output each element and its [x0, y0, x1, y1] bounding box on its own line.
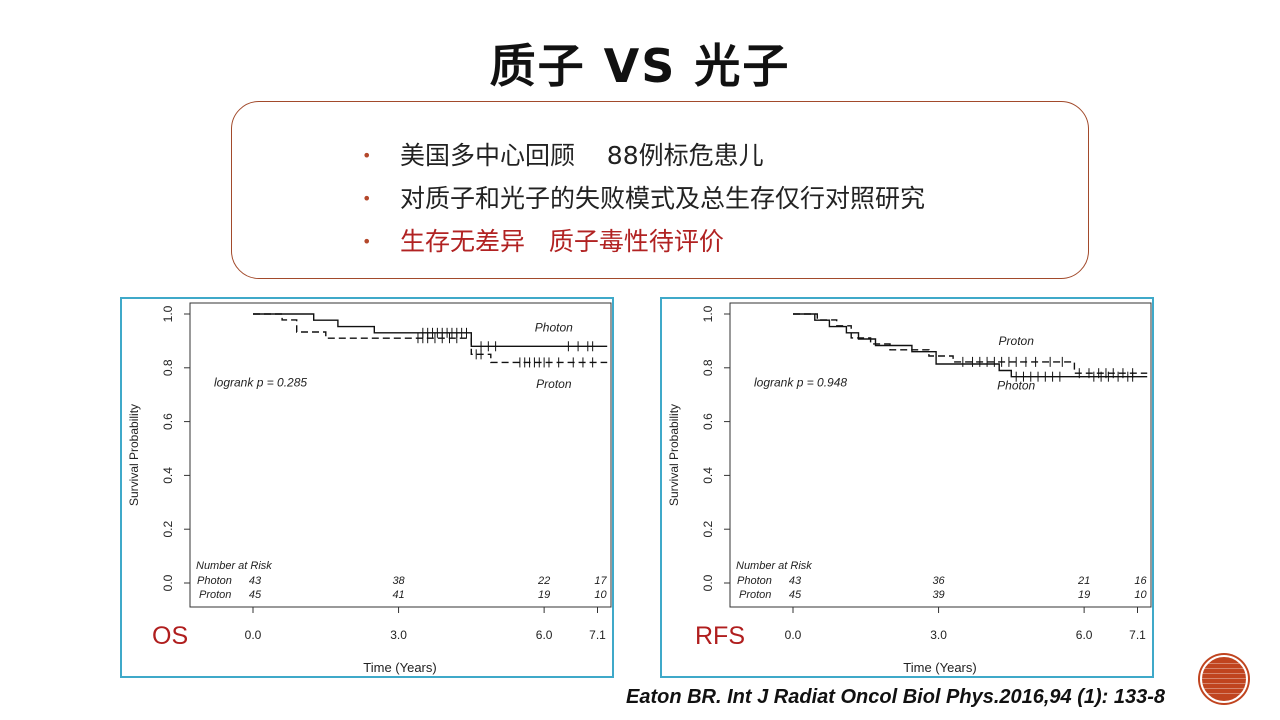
risk-table-title: Number at Risk — [736, 560, 812, 572]
rfs-km-chart: 0.0 0.2 0.4 0.6 0.8 1.0 0.0 3.0 6.0 7.1 Survival P… — [667, 302, 1152, 675]
risk-value: 22 — [537, 575, 550, 587]
risk-value: 41 — [392, 589, 404, 601]
y-tick-label: 0.2 — [701, 521, 715, 538]
series-label: Proton — [999, 334, 1035, 348]
y-tick-label: 0.8 — [161, 359, 175, 376]
bullet-dot-icon: • — [362, 146, 372, 165]
x-tick-label: 0.0 — [785, 628, 802, 642]
x-tick-label: 3.0 — [930, 628, 947, 642]
logrank-annotation: logrank p = 0.285 — [214, 376, 307, 390]
bullet-text: 对质子和光子的失败模式及总生存仅行对照研究 — [400, 184, 926, 213]
x-tick-label: 3.0 — [390, 628, 407, 642]
risk-row-label: Photon — [197, 575, 232, 587]
y-tick-label: 0.8 — [701, 359, 715, 376]
y-tick-label: 0.0 — [701, 574, 715, 591]
y-tick-label: 0.0 — [161, 574, 175, 591]
risk-value: 38 — [392, 575, 405, 587]
summary-box — [231, 101, 1089, 279]
os-km-chart: 0.0 0.2 0.4 0.6 0.8 1.0 0.0 3.0 6.0 7.1 Survival P… — [127, 302, 612, 675]
bullet-text: 美国多中心回顾 88例标危患儿 — [400, 141, 764, 170]
y-tick-label: 1.0 — [161, 305, 175, 322]
series-label: Photon — [997, 378, 1035, 392]
risk-value: 39 — [932, 589, 944, 601]
citation: Eaton BR. Int J Radiat Oncol Biol Phys.2… — [626, 686, 1166, 708]
risk-value: 19 — [1078, 589, 1090, 601]
rfs-chart-panel: 0.0 0.2 0.4 0.6 0.8 1.0 0.0 3.0 6.0 7.1 Survival P… — [660, 297, 1154, 678]
risk-value: 43 — [249, 575, 262, 587]
y-axis-title: Survival Probability — [127, 404, 141, 506]
x-tick-label: 6.0 — [1076, 628, 1093, 642]
logrank-annotation: logrank p = 0.948 — [754, 376, 847, 390]
os-chart-panel: 0.0 0.2 0.4 0.6 0.8 1.0 0.0 3.0 6.0 7.1 Survival P… — [120, 297, 614, 678]
y-tick-label: 0.4 — [161, 467, 175, 484]
y-axis-title: Survival Probability — [667, 404, 681, 506]
bullet-dot-icon: • — [362, 189, 372, 208]
series-label: Proton — [536, 377, 572, 391]
decorative-circle-icon — [1200, 655, 1248, 703]
x-axis-title: Time (Years) — [903, 660, 976, 675]
km-curve-proton — [253, 313, 608, 364]
risk-value: 36 — [932, 575, 945, 587]
x-tick-label: 6.0 — [536, 628, 553, 642]
risk-table-title: Number at Risk — [196, 560, 272, 572]
x-tick-label: 0.0 — [245, 628, 262, 642]
risk-row-label: Photon — [737, 575, 772, 587]
risk-value: 10 — [594, 589, 607, 601]
y-tick-label: 0.6 — [161, 413, 175, 430]
bullet-item: • 对质子和光子的失败模式及总生存仅行对照研究 — [362, 177, 925, 220]
risk-value: 43 — [789, 575, 802, 587]
risk-row-label: Proton — [199, 589, 231, 601]
summary-bullets: • 美国多中心回顾 88例标危患儿 • 对质子和光子的失败模式及总生存仅行对照研究 … — [362, 134, 925, 263]
risk-row-label: Proton — [739, 589, 771, 601]
os-panel-label: OS — [152, 622, 189, 650]
bullet-text: 生存无差异 质子毒性待评价 — [400, 227, 724, 256]
risk-value: 16 — [1134, 575, 1147, 587]
risk-value: 45 — [789, 589, 802, 601]
slide-title: 质子 VS 光子 — [489, 39, 791, 93]
y-tick-label: 0.2 — [161, 521, 175, 538]
bullet-dot-icon: • — [362, 232, 372, 251]
bullet-item: • 美国多中心回顾 88例标危患儿 — [362, 134, 925, 177]
y-tick-label: 0.4 — [701, 467, 715, 484]
y-tick-label: 1.0 — [701, 305, 715, 322]
series-label: Photon — [535, 320, 573, 334]
risk-value: 17 — [594, 575, 607, 587]
km-curve-photon — [793, 313, 1148, 378]
rfs-panel-label: RFS — [695, 622, 745, 650]
km-curve-proton — [793, 313, 1148, 374]
risk-value: 10 — [1134, 589, 1147, 601]
x-tick-label: 7.1 — [1129, 628, 1146, 642]
plot-frame — [189, 302, 612, 608]
bullet-item-highlight: • 生存无差异 质子毒性待评价 — [362, 220, 925, 263]
x-tick-label: 7.1 — [589, 628, 606, 642]
risk-value: 19 — [538, 589, 550, 601]
y-tick-label: 0.6 — [701, 413, 715, 430]
x-axis-title: Time (Years) — [363, 660, 436, 675]
risk-value: 45 — [249, 589, 262, 601]
risk-value: 21 — [1077, 575, 1090, 587]
plot-frame — [729, 302, 1152, 608]
